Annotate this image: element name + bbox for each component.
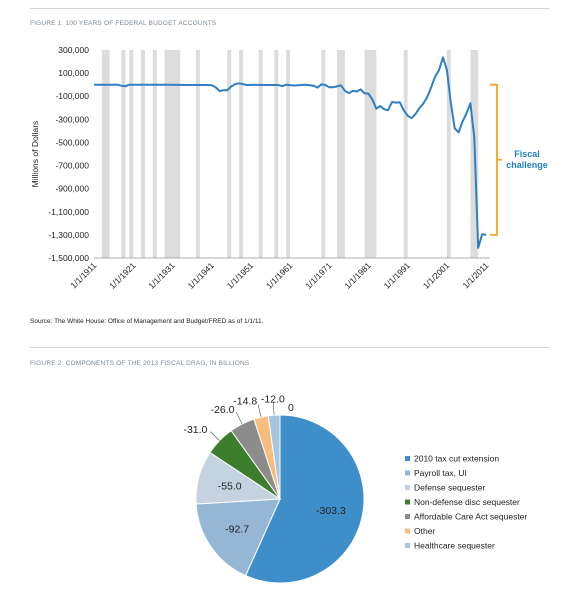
pie-slice-6 bbox=[267, 414, 281, 500]
legend-label: Affordable Care Act sequester bbox=[414, 512, 527, 522]
y-tick-label: 300,000 bbox=[58, 45, 89, 55]
recession-band-14 bbox=[364, 50, 369, 258]
x-tick-label: 1/1/1991 bbox=[382, 260, 413, 291]
top-divider bbox=[30, 8, 550, 9]
recession-band-3 bbox=[141, 50, 145, 258]
figure1-title: FIGURE 1: 100 YEARS OF FEDERAL BUDGET AC… bbox=[30, 20, 217, 27]
legend-label: Payroll tax, UI bbox=[414, 468, 467, 478]
recession-band-4 bbox=[152, 50, 157, 258]
y-tick-label: -300,000 bbox=[55, 114, 89, 124]
leader-line bbox=[257, 404, 262, 418]
fiscal-challenge-bracket bbox=[490, 83, 502, 236]
y-tick-label: -1,500,000 bbox=[48, 253, 89, 263]
legend-label: Healthcare sequester bbox=[414, 541, 495, 551]
leader-line bbox=[272, 402, 275, 416]
budget-balance-line bbox=[94, 56, 487, 249]
y-tick-label: -1,300,000 bbox=[48, 230, 89, 240]
slice-value-label: -14.8 bbox=[233, 396, 257, 408]
legend-swatch-0 bbox=[405, 456, 410, 461]
annotation-label: Fiscal bbox=[514, 149, 540, 159]
legend-swatch-4 bbox=[405, 514, 410, 519]
recession-band-9 bbox=[258, 50, 263, 258]
legend-label: 2010 tax cut extension bbox=[414, 454, 499, 464]
y-tick-label: -100,000 bbox=[55, 91, 89, 101]
budget-line-chart: 300,000 100,000 -100,000 -300,000 -500,000 -7… bbox=[30, 45, 548, 291]
legend-swatch-1 bbox=[405, 470, 410, 476]
legend-swatch-3 bbox=[405, 499, 410, 505]
recession-band-11 bbox=[286, 50, 291, 258]
legend-swatch-5 bbox=[405, 528, 410, 534]
x-tick-label: 1/1/2011 bbox=[460, 260, 490, 290]
x-tick-label: 1/1/1981 bbox=[342, 260, 373, 291]
legend-label: Non-defense disc sequester bbox=[414, 497, 520, 507]
recession-band-5 bbox=[164, 50, 181, 258]
slice-value-label: -12.0 bbox=[261, 393, 285, 405]
y-tick-label: -700,000 bbox=[55, 161, 89, 171]
figure1-source: Source: The White House: Office of Manag… bbox=[30, 318, 264, 325]
x-tick-label: 1/1/2001 bbox=[421, 260, 452, 291]
x-tick-label: 1/1/1941 bbox=[186, 260, 217, 291]
y-tick-label: -500,000 bbox=[55, 137, 89, 147]
recession-band-16 bbox=[403, 50, 408, 258]
fiscal-drag-pie-chart: -303.3 -92.7 -55.0 -31.0 -26.0-14.8 -12.00 201… bbox=[183, 393, 527, 584]
slice-value-label: -92.7 bbox=[225, 524, 249, 536]
legend-swatch-6 bbox=[405, 543, 410, 548]
leader-line bbox=[210, 431, 220, 441]
middle-divider bbox=[30, 347, 550, 348]
recession-band-2 bbox=[129, 50, 134, 258]
legend-swatch-2 bbox=[405, 485, 410, 490]
zero-value-label: 0 bbox=[288, 402, 294, 414]
y-tick-label: -900,000 bbox=[55, 184, 89, 194]
leader-line bbox=[236, 412, 243, 425]
slice-value-label: -26.0 bbox=[211, 404, 235, 416]
slice-value-label: -303.3 bbox=[316, 505, 346, 517]
recession-band-17 bbox=[446, 50, 451, 258]
x-tick-label: 1/1/1951 bbox=[225, 260, 256, 291]
annotation-label: challenge bbox=[506, 160, 548, 170]
recession-band-6 bbox=[195, 50, 200, 258]
recession-band-15 bbox=[368, 50, 377, 258]
recession-band-8 bbox=[239, 50, 243, 258]
slice-value-label: -55.0 bbox=[218, 481, 242, 493]
recession-band-7 bbox=[227, 50, 232, 258]
pie-slice-1 bbox=[195, 498, 281, 577]
legend-label: Other bbox=[414, 526, 435, 536]
pie-slice-0 bbox=[244, 414, 365, 584]
recession-band-0 bbox=[101, 50, 110, 258]
figure2-title: FIGURE 2: COMPONENTS OF THE 2013 FISCAL … bbox=[30, 360, 250, 367]
recession-band-12 bbox=[321, 50, 326, 258]
x-tick-label: 1/1/1911 bbox=[68, 260, 98, 290]
y-tick-label: -1,100,000 bbox=[48, 207, 89, 217]
x-tick-label: 1/1/1971 bbox=[303, 260, 334, 291]
recession-band-10 bbox=[274, 50, 279, 258]
x-tick-label: 1/1/1921 bbox=[107, 260, 138, 291]
y-axis-title: Millions of Dollars bbox=[30, 121, 40, 188]
recession-band-1 bbox=[121, 50, 126, 258]
recession-band-13 bbox=[337, 50, 345, 258]
x-tick-label: 1/1/1931 bbox=[146, 260, 177, 291]
x-tick-label: 1/1/1961 bbox=[264, 260, 295, 291]
legend-label: Defense sequester bbox=[414, 483, 486, 493]
y-tick-label: 100,000 bbox=[58, 68, 89, 78]
slice-value-label: -31.0 bbox=[183, 424, 207, 436]
